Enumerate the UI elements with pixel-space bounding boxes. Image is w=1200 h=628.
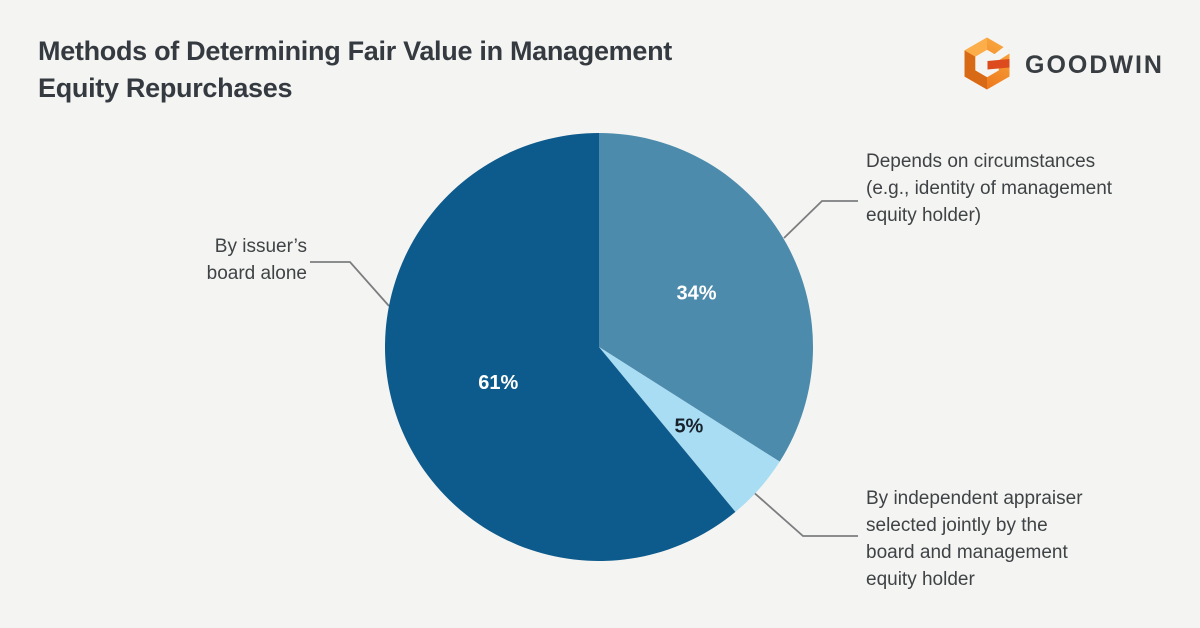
goodwin-hexagon-g-icon	[960, 36, 1014, 95]
callout-by-independent-appraiser: By independent appraiser selected jointl…	[866, 488, 1083, 590]
pie-slice-5pct	[599, 347, 780, 512]
goodwin-wordmark: GOODWIN	[1025, 51, 1164, 79]
leader-line-appraiser	[750, 489, 858, 537]
callout-depends-on-circumstances: Depends on circumstances (e.g., identity…	[866, 151, 1113, 226]
leader-line-issuer	[310, 261, 390, 307]
leader-line-depends	[783, 200, 858, 239]
pie-value-label-61pct: 61%	[478, 372, 518, 394]
page-title: Methods of Determining Fair Value in Man…	[38, 36, 672, 103]
callout-by-issuers-board-alone: By issuer’s board alone	[206, 236, 307, 284]
goodwin-logo: GOODWIN	[960, 36, 1164, 95]
pie-slice-34pct	[599, 133, 814, 462]
pie-value-label-5pct: 5%	[674, 415, 703, 437]
pie-slice-61pct	[385, 132, 736, 561]
pie-value-label-34pct: 34%	[676, 282, 716, 304]
